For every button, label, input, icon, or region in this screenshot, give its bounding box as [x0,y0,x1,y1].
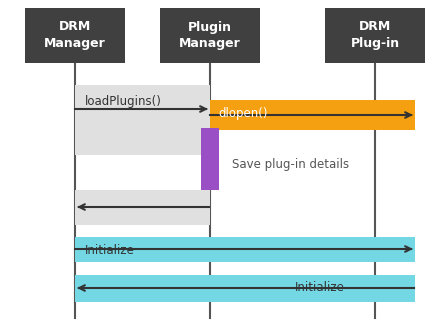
Bar [75,190,210,225]
Text: Plugin
Manager: Plugin Manager [179,20,241,50]
Bar [210,100,415,130]
Text: loadPlugins(): loadPlugins() [85,95,162,108]
Bar [75,85,210,155]
Bar [325,8,425,63]
Text: Initialize: Initialize [295,281,345,294]
Bar [201,128,219,190]
Bar [160,8,260,63]
Text: dlopen(): dlopen() [218,107,267,120]
Bar [75,237,415,262]
Text: Initialize: Initialize [85,244,135,257]
Text: Save plug-in details: Save plug-in details [232,158,349,171]
Bar [75,275,415,302]
Bar [25,8,125,63]
Text: DRM
Manager: DRM Manager [44,20,106,50]
Text: DRM
Plug-in: DRM Plug-in [350,20,400,50]
